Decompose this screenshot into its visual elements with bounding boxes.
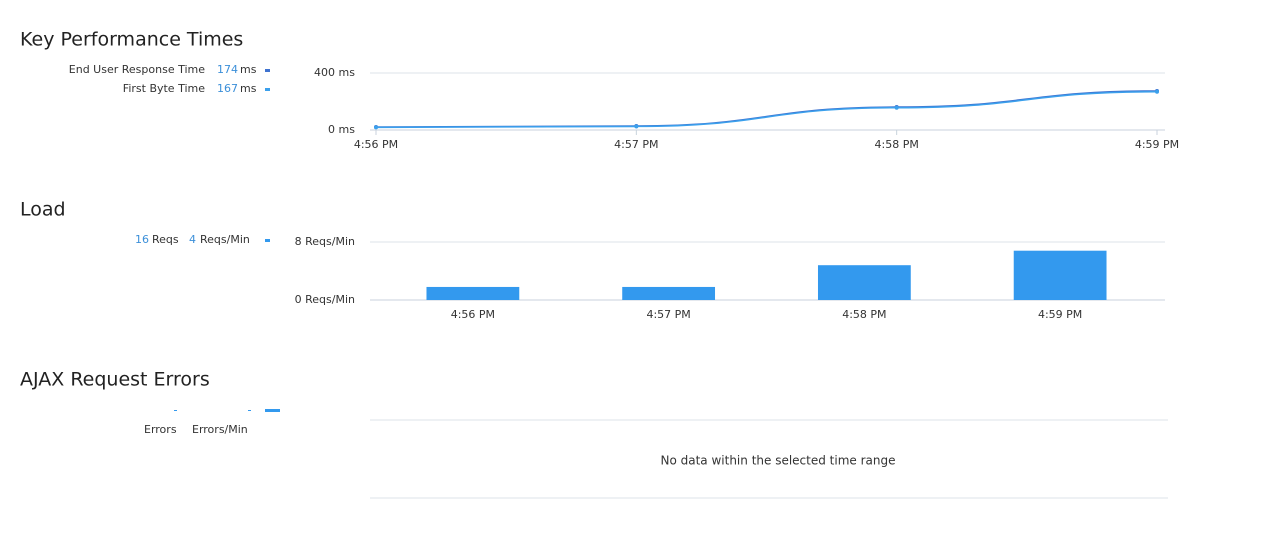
summary-value: 16 xyxy=(135,233,149,246)
x-tick-label: 4:58 PM xyxy=(875,138,919,151)
summary-unit: ms xyxy=(240,82,257,95)
legend-label: First Byte Time xyxy=(123,82,205,95)
legend-label: End User Response Time xyxy=(69,63,205,76)
empty-message: No data within the selected time range xyxy=(661,454,896,468)
legend-swatch xyxy=(265,239,270,242)
x-tick-label: 4:59 PM xyxy=(1135,138,1179,151)
y-tick-label: 400 ms xyxy=(314,66,355,79)
y-tick-label: 0 ms xyxy=(328,123,355,136)
y-tick-label: 8 Reqs/Min xyxy=(295,235,355,248)
x-tick-label: 4:57 PM xyxy=(646,308,690,321)
legend-swatch xyxy=(265,69,270,72)
summary-value: 174 xyxy=(217,63,238,76)
summary-value: 167 xyxy=(217,82,238,95)
y-tick-label: 0 Reqs/Min xyxy=(295,293,355,306)
section-title: Load xyxy=(20,199,66,221)
x-tick-label: 4:58 PM xyxy=(842,308,886,321)
section-title: AJAX Request Errors xyxy=(20,369,210,391)
x-tick-label: 4:56 PM xyxy=(451,308,495,321)
point xyxy=(894,105,899,110)
legend-swatch xyxy=(265,409,280,412)
bar xyxy=(817,265,911,300)
summary-label: Errors/Min xyxy=(192,423,248,436)
summary-value: 4 xyxy=(189,233,196,246)
summary-unit: ms xyxy=(240,63,257,76)
bar xyxy=(426,286,520,300)
summary-label: Errors xyxy=(144,423,177,436)
bar xyxy=(622,286,716,300)
summary-unit: Reqs/Min xyxy=(200,233,250,246)
bar xyxy=(1013,250,1107,300)
point xyxy=(1155,89,1159,94)
x-tick-label: 4:57 PM xyxy=(614,138,658,151)
section-title: Key Performance Times xyxy=(20,29,243,51)
x-tick-label: 4:56 PM xyxy=(354,138,398,151)
point xyxy=(634,124,639,129)
point xyxy=(374,125,378,130)
x-tick-label: 4:59 PM xyxy=(1038,308,1082,321)
legend-swatch xyxy=(265,88,270,91)
dash xyxy=(248,410,251,411)
dash xyxy=(174,410,177,411)
summary-unit: Reqs xyxy=(152,233,179,246)
line xyxy=(375,91,1158,129)
